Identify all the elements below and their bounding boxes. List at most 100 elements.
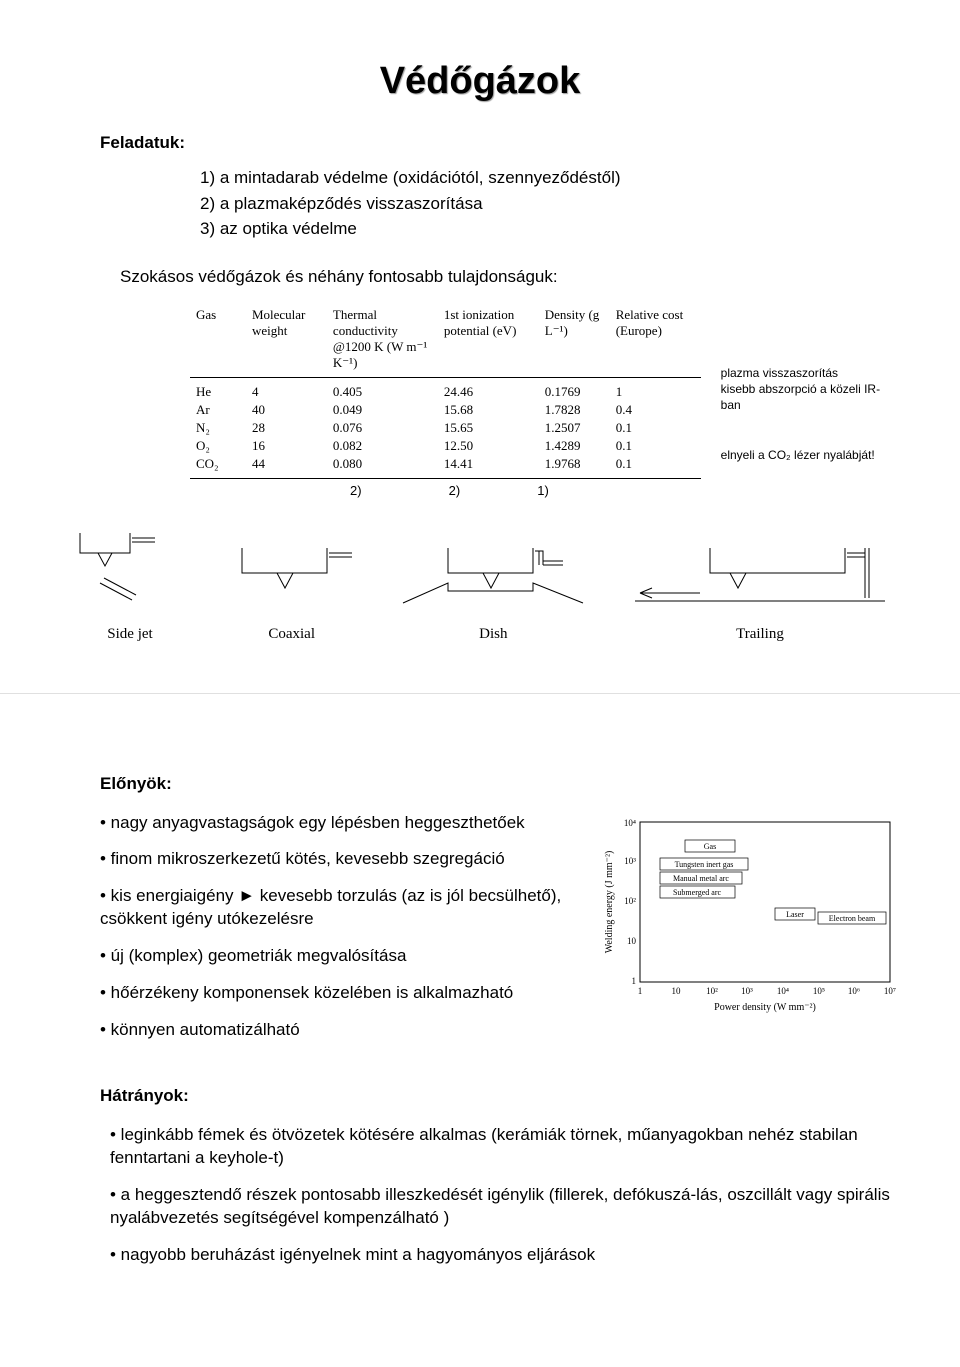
cell: 16 bbox=[246, 437, 327, 455]
col-header: 1st ionization potential (eV) bbox=[438, 305, 539, 378]
cell: He bbox=[190, 377, 246, 401]
diagram-coaxial: Coaxial bbox=[227, 543, 357, 643]
advantages-list: • nagy anyagvastagságok egy lépésben heg… bbox=[100, 812, 590, 1043]
cell: 0.405 bbox=[327, 377, 438, 401]
x-tick: 10⁵ bbox=[813, 986, 825, 996]
cell: 0.1769 bbox=[539, 377, 610, 401]
cell: 0.080 bbox=[327, 455, 438, 479]
diagram-label: Side jet bbox=[70, 626, 190, 643]
table-row: O₂ 16 0.082 12.50 1.4289 0.1 bbox=[190, 437, 701, 455]
x-tick: 10⁷ bbox=[884, 986, 896, 996]
x-tick: 10⁴ bbox=[777, 986, 789, 996]
page-title: Védőgázok bbox=[60, 60, 900, 103]
diagram-label: Trailing bbox=[630, 626, 890, 643]
process-label: Laser bbox=[786, 910, 804, 919]
diagram-label: Dish bbox=[393, 626, 593, 643]
cell: 24.46 bbox=[438, 377, 539, 401]
cell: 1.4289 bbox=[539, 437, 610, 455]
cell: 1.9768 bbox=[539, 455, 610, 479]
x-tick: 10² bbox=[706, 986, 718, 996]
cell: 1 bbox=[610, 377, 701, 401]
cell: CO₂ bbox=[190, 455, 246, 479]
annotation-ar: kisebb abszorpció a közeli IR-ban bbox=[721, 381, 900, 413]
slide-2: Előnyök: • nagy anyagvastagságok egy lép… bbox=[0, 694, 960, 1331]
cell: 0.1 bbox=[610, 437, 701, 455]
col-header: Thermal conductivity @1200 K (W m⁻¹ K⁻¹) bbox=[327, 305, 438, 378]
x-tick: 10³ bbox=[741, 986, 753, 996]
diagram-label: Coaxial bbox=[227, 626, 357, 643]
gas-table-wrapper: Gas Molecular weight Thermal conductivit… bbox=[190, 305, 900, 479]
cell: 0.1 bbox=[610, 455, 701, 479]
cell: 0.049 bbox=[327, 401, 438, 419]
table-row: N₂ 28 0.076 15.65 1.2507 0.1 bbox=[190, 419, 701, 437]
process-label: Electron beam bbox=[829, 914, 876, 923]
disadvantages-label: Hátrányok: bbox=[100, 1086, 900, 1106]
x-tick: 10 bbox=[672, 986, 682, 996]
cell: 0.076 bbox=[327, 419, 438, 437]
cell: 14.41 bbox=[438, 455, 539, 479]
bullet-item: • új (komplex) geometriák megvalósítása bbox=[100, 945, 590, 968]
diagram-dish: Dish bbox=[393, 543, 593, 643]
table-row: Ar 40 0.049 15.68 1.7828 0.4 bbox=[190, 401, 701, 419]
table-header-row: Gas Molecular weight Thermal conductivit… bbox=[190, 305, 701, 378]
task-list: 1) a mintadarab védelme (oxidációtól, sz… bbox=[200, 165, 900, 242]
table-row: CO₂ 44 0.080 14.41 1.9768 0.1 bbox=[190, 455, 701, 479]
power-density-chart: 1 10 10² 10³ 10⁴ 1 10 10² 10³ 10⁴ 10⁵ bbox=[600, 812, 900, 1024]
task-item: 1) a mintadarab védelme (oxidációtól, sz… bbox=[200, 165, 900, 191]
footnote: 2) bbox=[449, 483, 534, 498]
footnote: 2) bbox=[350, 483, 445, 498]
col-header: Relative cost (Europe) bbox=[610, 305, 701, 378]
col-header: Density (g L⁻¹) bbox=[539, 305, 610, 378]
col-header: Gas bbox=[190, 305, 246, 378]
bullet-item: • leginkább fémek és ötvözetek kötésére … bbox=[110, 1124, 900, 1170]
cell: 28 bbox=[246, 419, 327, 437]
y-tick: 10³ bbox=[624, 856, 636, 866]
cell: 1.7828 bbox=[539, 401, 610, 419]
process-label: Submerged arc bbox=[673, 888, 722, 897]
cell: N₂ bbox=[190, 419, 246, 437]
bullet-item: • könnyen automatizálható bbox=[100, 1019, 590, 1042]
y-tick: 10⁴ bbox=[624, 818, 636, 828]
diagram-sidejet: Side jet bbox=[70, 528, 190, 643]
y-axis-label: Welding energy (J mm⁻²) bbox=[604, 850, 615, 953]
col-header: Molecular weight bbox=[246, 305, 327, 378]
cell: 0.082 bbox=[327, 437, 438, 455]
bullet-item: • nagy anyagvastagságok egy lépésben heg… bbox=[100, 812, 590, 835]
y-tick: 10² bbox=[624, 896, 636, 906]
cell: 15.68 bbox=[438, 401, 539, 419]
slide-1: Védőgázok Feladatuk: 1) a mintadarab véd… bbox=[0, 0, 960, 694]
table-side-annotations: plazma visszaszorítás kisebb abszorpció … bbox=[721, 305, 900, 464]
bullet-item: • hőérzékeny komponensek közelében is al… bbox=[100, 982, 590, 1005]
x-tick: 1 bbox=[638, 986, 643, 996]
y-tick: 1 bbox=[632, 976, 637, 986]
cell: 40 bbox=[246, 401, 327, 419]
x-tick: 10⁶ bbox=[848, 986, 860, 996]
cell: 0.4 bbox=[610, 401, 701, 419]
cell: 0.1 bbox=[610, 419, 701, 437]
diagram-trailing: Trailing bbox=[630, 543, 890, 643]
column-footnotes: 2) 2) 1) bbox=[190, 483, 900, 498]
advantages-label: Előnyök: bbox=[100, 774, 900, 794]
nozzle-diagrams-row: Side jet Coaxial bbox=[60, 528, 900, 643]
tasks-label: Feladatuk: bbox=[100, 133, 900, 153]
y-tick: 10 bbox=[627, 936, 637, 946]
cell: 4 bbox=[246, 377, 327, 401]
cell: O₂ bbox=[190, 437, 246, 455]
task-item: 2) a plazmaképződés visszaszorítása bbox=[200, 191, 900, 217]
footnote: 1) bbox=[537, 483, 549, 498]
bullet-item: • a heggesztendő részek pontosabb illesz… bbox=[110, 1184, 900, 1230]
cell: 15.65 bbox=[438, 419, 539, 437]
bullet-item: • nagyobb beruházást igényelnek mint a h… bbox=[110, 1244, 900, 1267]
cell: 44 bbox=[246, 455, 327, 479]
annotation-he: plazma visszaszorítás bbox=[721, 365, 900, 381]
x-axis-label: Power density (W mm⁻²) bbox=[714, 1002, 816, 1013]
bullet-item: • finom mikroszerkezetű kötés, kevesebb … bbox=[100, 848, 590, 871]
task-item: 3) az optika védelme bbox=[200, 216, 900, 242]
disadvantages-list: • leginkább fémek és ötvözetek kötésére … bbox=[110, 1124, 900, 1267]
cell: 1.2507 bbox=[539, 419, 610, 437]
annotation-co2: elnyeli a CO₂ lézer nyalábját! bbox=[721, 447, 900, 463]
process-label: Tungsten inert gas bbox=[675, 860, 734, 869]
bullet-item: • kis energiaigény ► kevesebb torzulás (… bbox=[100, 885, 590, 931]
process-label: Gas bbox=[704, 842, 716, 851]
intro-text: Szokásos védőgázok és néhány fontosabb t… bbox=[120, 267, 900, 287]
